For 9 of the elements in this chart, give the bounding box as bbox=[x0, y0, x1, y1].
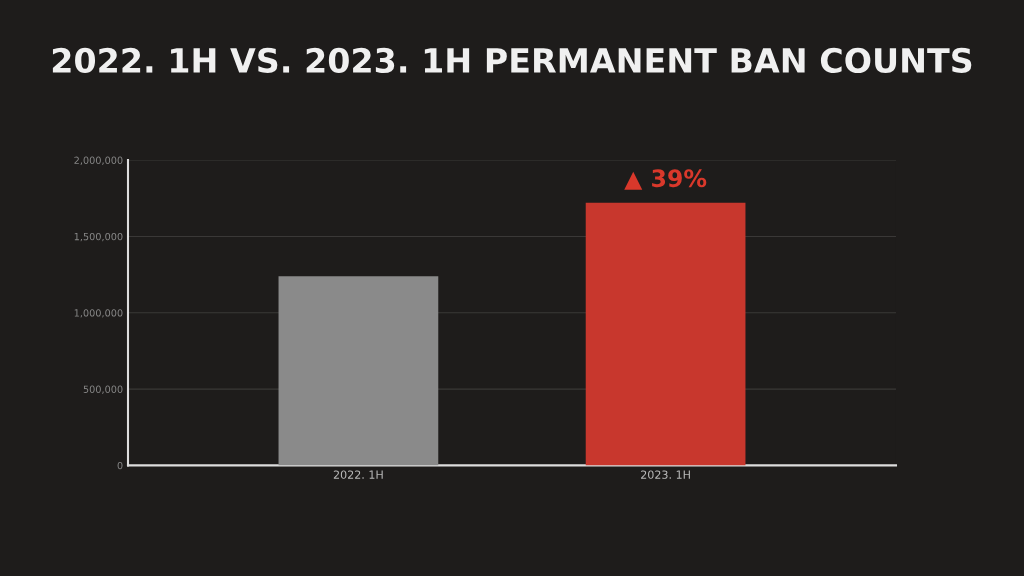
annotation: ▲ 39% bbox=[624, 169, 707, 190]
y-tick-label: 500,000 bbox=[83, 385, 123, 394]
y-tick-label: 1,500,000 bbox=[74, 232, 123, 242]
y-tick-label: 2,000,000 bbox=[74, 156, 123, 165]
x-tick-label: 2022. 1H bbox=[333, 470, 383, 479]
y-tick-label: 0 bbox=[117, 461, 123, 470]
y-tick-label: 1,000,000 bbox=[74, 309, 123, 318]
x-tick-label: 2023. 1H bbox=[641, 470, 690, 479]
chart-title: 2022. 1H VS. 2023. 1H PERMANENT BAN COUNTS bbox=[52, 47, 972, 74]
